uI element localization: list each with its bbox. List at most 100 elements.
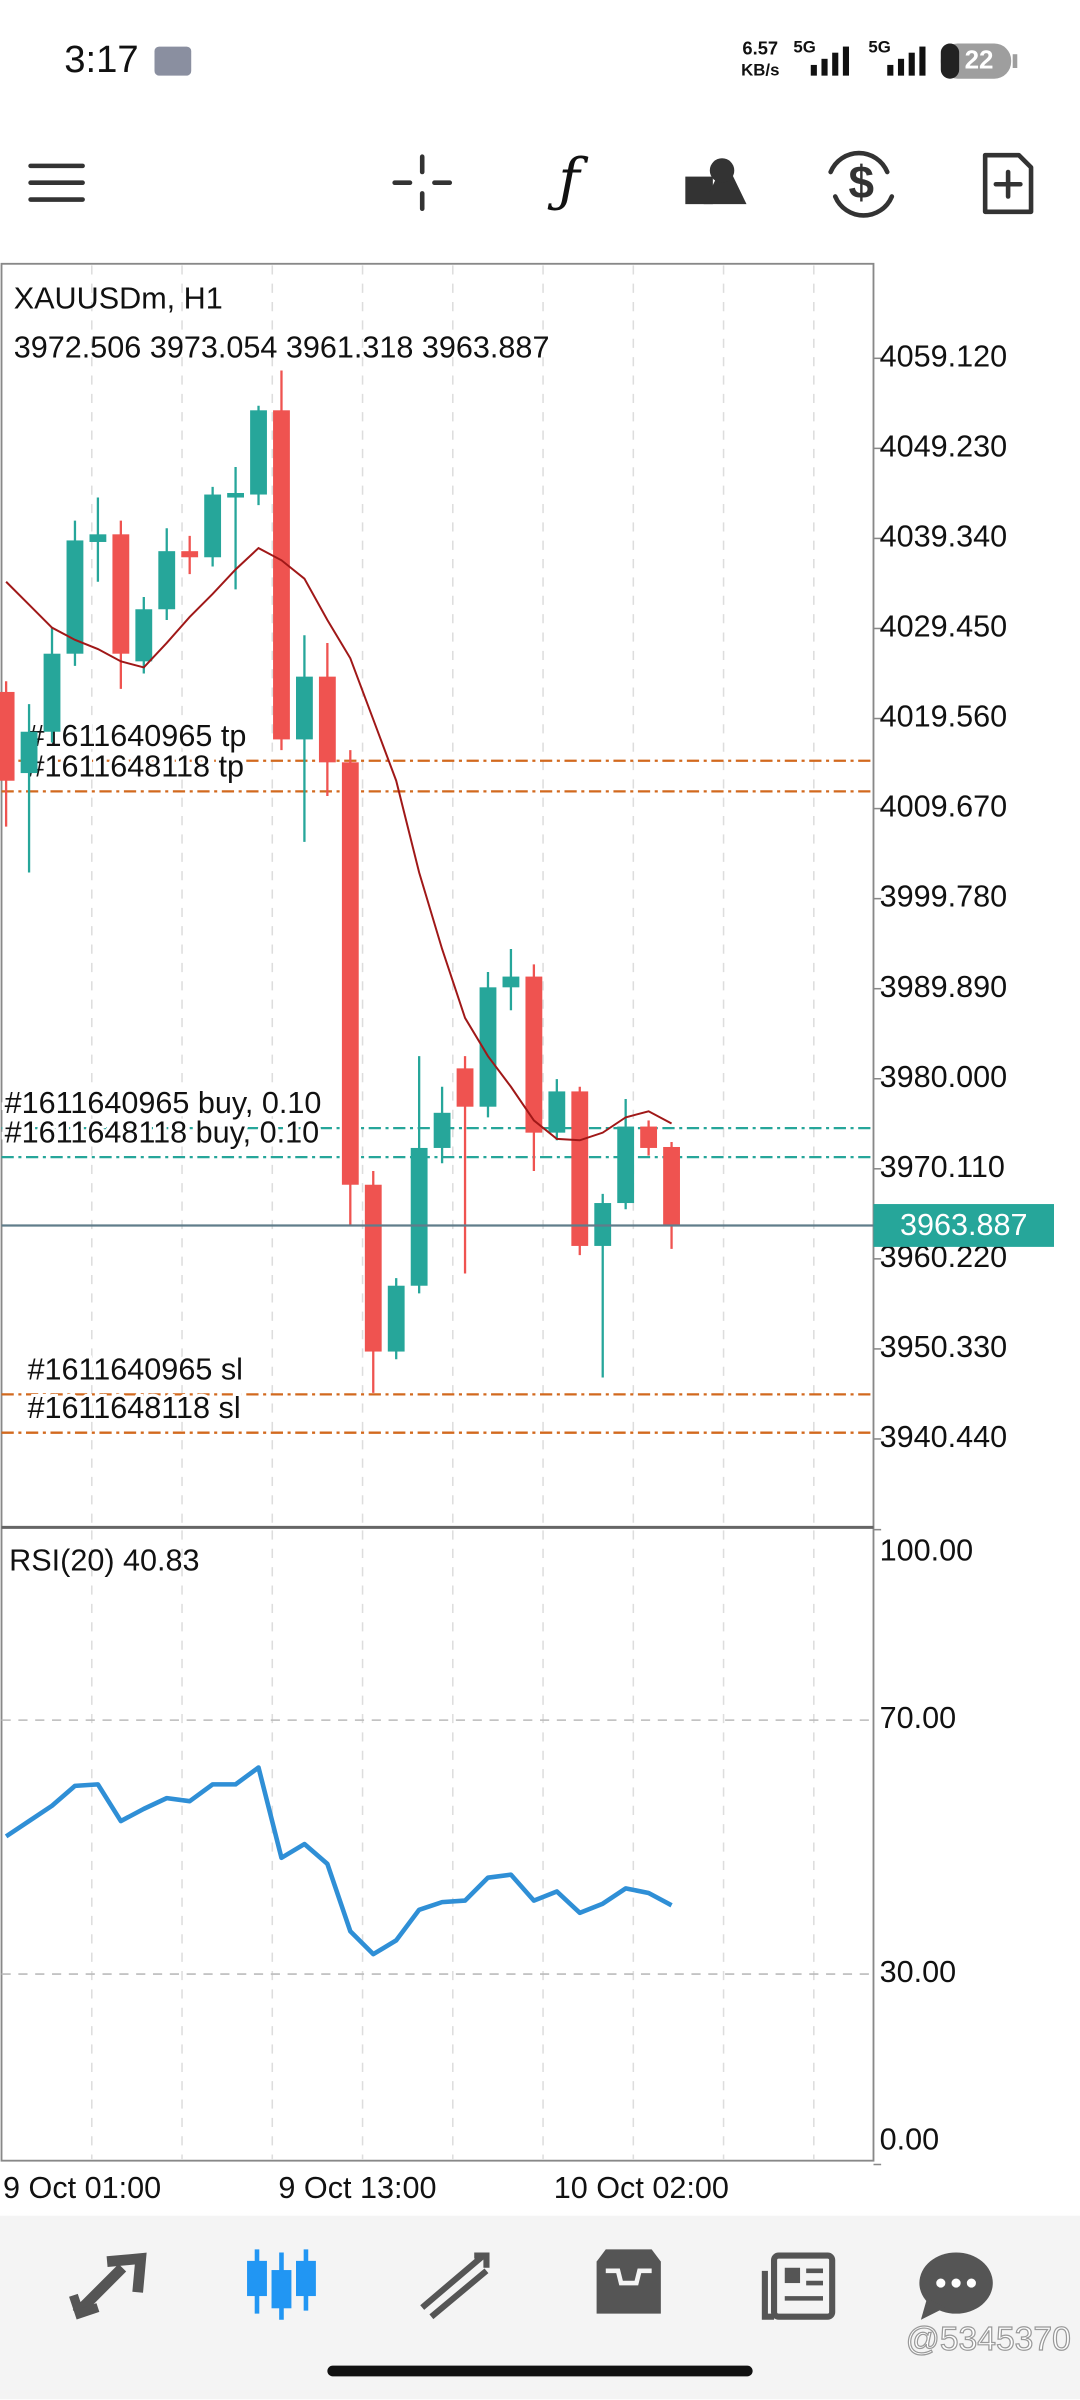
last-price-tag <box>873 1204 1054 1247</box>
svg-text:$: $ <box>848 156 874 208</box>
y-tick-label: 3989.890 <box>880 970 1008 1004</box>
candle-body <box>387 1285 405 1352</box>
ohlc-header: 3972.506 3973.054 3961.318 3963.887 <box>14 331 550 365</box>
rsi-title: RSI(20) 40.83 <box>9 1544 199 1578</box>
y-tick-label: 3999.780 <box>880 880 1008 914</box>
candle-body <box>135 609 153 662</box>
candle-body <box>250 410 267 495</box>
order-label: #1611640965 tp <box>28 719 247 753</box>
candle-body <box>20 731 38 774</box>
order-label: #1611640965 buy, 0.10 <box>5 1086 322 1120</box>
order-label: #1611648118 buy, 0.10 <box>5 1115 320 1149</box>
history-tab[interactable] <box>596 2249 661 2314</box>
candle-body <box>112 534 130 654</box>
chart-title: XAUUSDm, H1 <box>14 282 223 316</box>
moving-average <box>5 546 673 1142</box>
network: 5G <box>868 38 890 57</box>
y-tick-label: 70.00 <box>880 1701 957 1735</box>
y-tick-label: 3940.440 <box>880 1420 1008 1454</box>
ohlc-open: 3972.506 <box>14 331 142 365</box>
y-tick-label: 4049.230 <box>880 429 1008 463</box>
rsi-name: RSI(20) <box>9 1544 114 1578</box>
rsi-chart: 100.00 70.00 30.00 0.00 <box>1 1528 974 2166</box>
candle-body <box>456 1068 474 1107</box>
bottom-nav: @5345370 <box>0 2215 1080 2400</box>
chart-tab[interactable] <box>247 2249 316 2320</box>
candle-body <box>318 676 336 763</box>
y-tick-label: 4059.120 <box>880 339 1008 373</box>
status-bar: 3:17 6.57 KB/s 5G 5G 22 <box>64 37 1018 81</box>
candle-body <box>640 1126 658 1148</box>
y-tick-label: 100.00 <box>880 1534 974 1568</box>
y-tick-label: 4039.340 <box>880 519 1008 553</box>
clock: 3:17 <box>64 38 138 81</box>
candle-body <box>525 976 543 1133</box>
order-label: #1611648118 sl <box>28 1391 241 1425</box>
candle-body <box>433 1112 451 1148</box>
rsi-line <box>4 1765 673 1957</box>
candle-body <box>663 1146 680 1226</box>
plot-border <box>0 262 875 2162</box>
crosshair-button[interactable] <box>392 154 453 212</box>
signal <box>887 46 926 76</box>
battery-cap <box>1012 54 1018 68</box>
y-tick-label: 30.00 <box>880 1955 957 1989</box>
candle-body <box>0 691 15 781</box>
quotes-tab[interactable] <box>69 2252 147 2320</box>
candle-body <box>571 1091 589 1246</box>
watermark: @5345370 <box>906 2321 1071 2358</box>
candle-body <box>158 551 176 610</box>
ohlc-low: 3961.318 <box>286 331 414 365</box>
y-tick-label: 4029.450 <box>880 610 1008 644</box>
candle-body <box>43 653 61 732</box>
toolbar: ƒ $ <box>28 145 1034 218</box>
vertical-grid <box>91 265 815 2160</box>
status-icon <box>154 46 192 76</box>
y-tick-label: 4019.560 <box>880 700 1008 734</box>
network: 5G <box>793 38 815 57</box>
order-label: #1611648118 tp <box>28 750 245 784</box>
rsi-value: 40.83 <box>123 1544 200 1578</box>
last-price-label: 3963.887 <box>900 1208 1028 1242</box>
x-tick-label: 10 Oct 02:00 <box>554 2171 729 2205</box>
candle-body <box>617 1126 635 1204</box>
candle-body <box>296 676 313 740</box>
x-tick-label: 9 Oct 13:00 <box>278 2171 436 2205</box>
ohlc-close: 3963.887 <box>422 331 550 365</box>
y-tick-label: 4009.670 <box>880 790 1008 824</box>
candle-body <box>181 551 199 558</box>
battery-level <box>940 43 960 79</box>
candle-body <box>204 494 222 558</box>
chat-tab[interactable] <box>919 2252 993 2320</box>
home-indicator <box>327 2365 753 2377</box>
signal <box>810 46 850 76</box>
news-tab[interactable] <box>761 2252 836 2320</box>
objects-button[interactable] <box>685 158 747 205</box>
new-order-button[interactable] <box>982 152 1034 215</box>
y-tick-label: 3950.330 <box>880 1330 1008 1364</box>
menu-button[interactable] <box>28 163 85 202</box>
battery-text: 22 <box>965 45 994 75</box>
net-speed-unit: KB/s <box>741 60 779 79</box>
y-tick-label: 3980.000 <box>880 1060 1008 1094</box>
candle-body <box>66 540 84 654</box>
candle-body <box>364 1184 382 1352</box>
price-chart: 4059.120 4049.230 4039.340 4029.450 4019.560… <box>0 339 1054 1454</box>
net-speed: 6.57 <box>742 37 778 58</box>
x-tick-label: 9 Oct 01:00 <box>3 2171 161 2205</box>
y-tick-label: 0.00 <box>880 2123 940 2157</box>
y-tick-label: 3970.110 <box>880 1150 1005 1184</box>
trade-button[interactable]: $ <box>828 150 895 218</box>
indicators-button[interactable]: ƒ <box>547 145 589 213</box>
chart-frame <box>0 262 875 2162</box>
candle-body <box>479 987 497 1107</box>
trade-tab[interactable] <box>420 2252 490 2320</box>
candle-body <box>227 492 244 498</box>
candle-body <box>410 1147 428 1286</box>
candle-body <box>548 1091 566 1133</box>
ohlc-high: 3973.054 <box>150 331 278 365</box>
order-label: #1611640965 sl <box>28 1352 243 1386</box>
candle-body <box>273 410 290 740</box>
